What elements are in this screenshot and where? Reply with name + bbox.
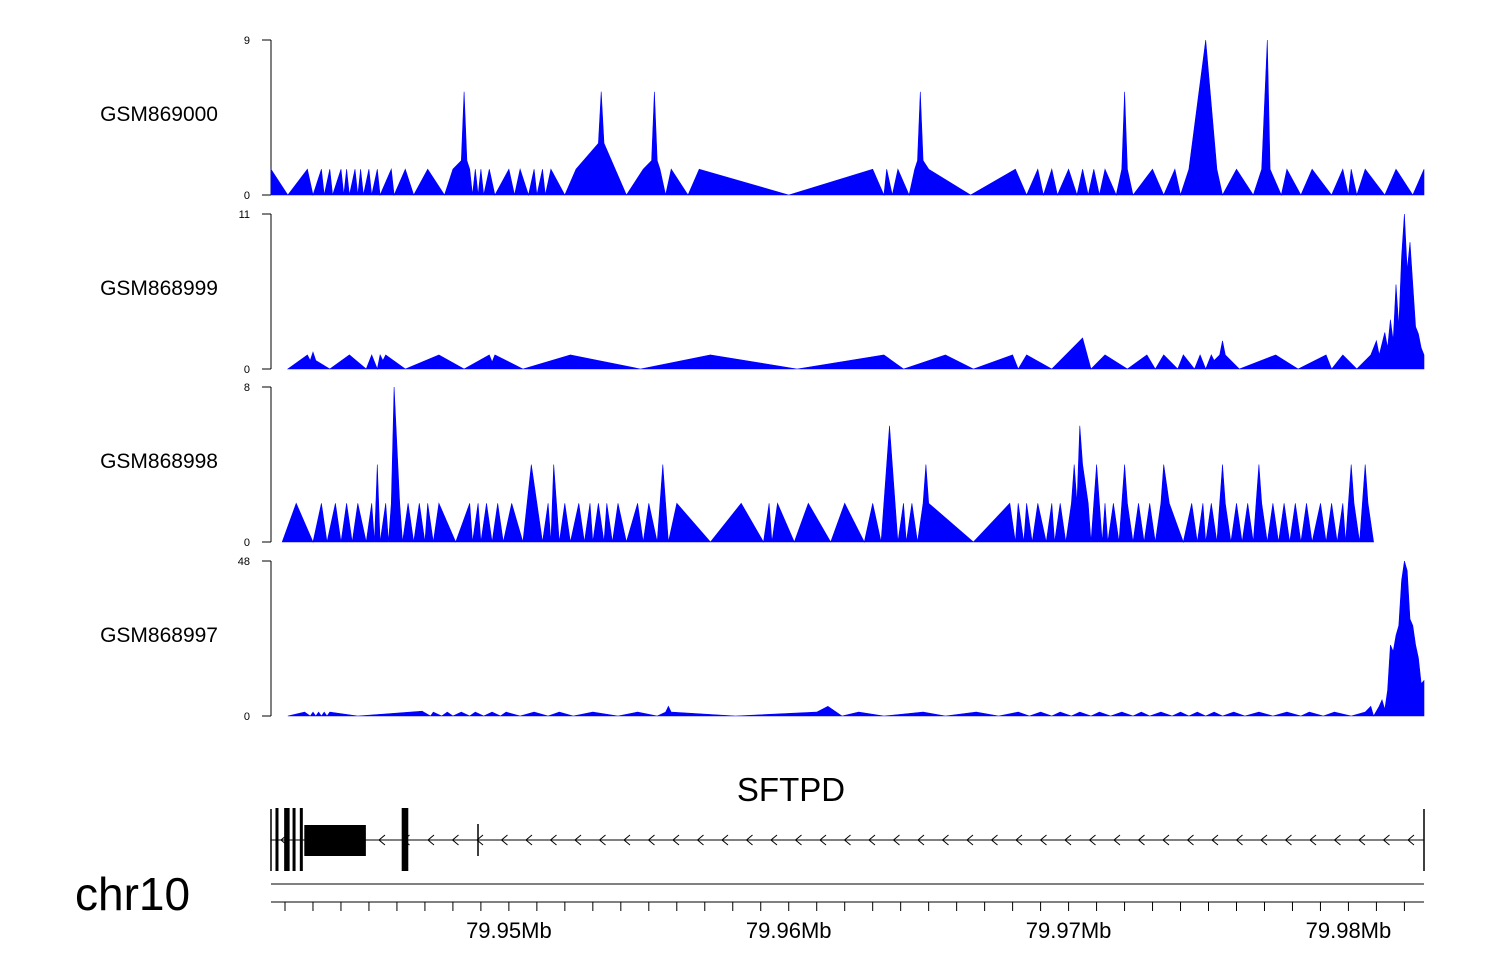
x-tick-label: 79.95Mb — [466, 918, 552, 943]
y-tick-label-min: 0 — [244, 711, 250, 723]
strand-chevron — [378, 834, 386, 846]
strand-chevron — [941, 834, 949, 846]
exon-block — [292, 808, 296, 871]
strand-chevron — [1064, 834, 1072, 846]
strand-chevron — [868, 834, 876, 846]
track-label: GSM869000 — [100, 103, 218, 126]
strand-chevron — [623, 834, 631, 846]
coverage-area — [287, 560, 1425, 717]
x-tick-label: 79.96Mb — [746, 918, 832, 943]
y-tick-label-max: 9 — [244, 35, 250, 47]
strand-chevron — [696, 834, 704, 846]
strand-chevron — [451, 834, 459, 846]
exon-block — [284, 808, 290, 871]
y-tick-label-min: 0 — [244, 190, 250, 202]
y-tick-label-max: 48 — [238, 556, 250, 568]
y-tick-label-max: 8 — [244, 382, 250, 394]
strand-chevron — [549, 834, 557, 846]
strand-chevron — [1407, 834, 1415, 846]
strand-chevron — [672, 834, 680, 846]
coverage-area — [270, 39, 1425, 197]
strand-chevron — [721, 834, 729, 846]
strand-chevron — [476, 834, 484, 846]
gene-label: SFTPD — [737, 771, 845, 808]
track-gsm868999: GSM868999 11 0 — [100, 209, 1425, 376]
strand-chevron — [819, 834, 827, 846]
strand-chevron — [1113, 834, 1121, 846]
track-gsm868997: GSM868997 48 0 — [100, 556, 1425, 723]
strand-chevron — [1284, 834, 1292, 846]
strand-chevron — [647, 834, 655, 846]
track-gsm869000: GSM869000 9 0 — [100, 35, 1425, 202]
chromosome-label: chr10 — [75, 868, 190, 920]
strand-chevron — [1186, 834, 1194, 846]
gene-model — [270, 808, 1425, 871]
strand-chevron — [1309, 834, 1317, 846]
x-tick-label: 79.97Mb — [1026, 918, 1112, 943]
strand-chevron — [990, 834, 998, 846]
strand-chevron — [1333, 834, 1341, 846]
y-tick-label-min: 0 — [244, 537, 250, 549]
track-label: GSM868997 — [100, 624, 218, 647]
strand-chevron — [1260, 834, 1268, 846]
strand-chevron — [1015, 834, 1023, 846]
coverage-area — [286, 213, 1425, 371]
strand-chevron — [500, 834, 508, 846]
strand-chevron — [966, 834, 974, 846]
strand-chevron — [525, 834, 533, 846]
strand-chevron — [427, 834, 435, 846]
strand-chevron — [745, 834, 753, 846]
gene-track: SFTPD — [270, 771, 1425, 871]
strand-chevron — [892, 834, 900, 846]
strand-chevron — [598, 834, 606, 846]
exon-block — [275, 808, 279, 871]
strand-chevron — [1211, 834, 1219, 846]
x-tick-label: 79.98Mb — [1306, 918, 1392, 943]
strand-chevron — [574, 834, 582, 846]
coverage-tracks: GSM86900090GSM868999110GSM86899880GSM868… — [100, 35, 1425, 723]
axis-ticks: 79.95Mb 79.96Mb 79.97Mb 79.98Mb — [284, 902, 1405, 943]
strand-chevron — [1162, 834, 1170, 846]
strand-chevron — [1382, 834, 1390, 846]
coverage-area — [281, 386, 1374, 544]
strand-chevron — [1358, 834, 1366, 846]
y-tick-label-min: 0 — [244, 364, 250, 376]
exon-block — [299, 808, 303, 871]
strand-chevron — [770, 834, 778, 846]
exon-block — [304, 825, 366, 856]
track-label: GSM868998 — [100, 450, 218, 473]
y-tick-label-max: 11 — [239, 209, 250, 221]
strand-chevron — [843, 834, 851, 846]
strand-chevron — [1088, 834, 1096, 846]
strand-chevron — [1235, 834, 1243, 846]
strand-chevron — [917, 834, 925, 846]
exon-block — [401, 808, 409, 871]
genome-axis: chr10 79.95Mb 79.96Mb 79.97Mb 79.98Mb — [75, 868, 1424, 943]
track-gsm868998: GSM868998 8 0 — [100, 382, 1374, 549]
strand-chevron — [794, 834, 802, 846]
exon-block — [477, 824, 479, 856]
track-label: GSM868999 — [100, 277, 218, 300]
strand-chevron — [1137, 834, 1145, 846]
strand-chevron — [1039, 834, 1047, 846]
